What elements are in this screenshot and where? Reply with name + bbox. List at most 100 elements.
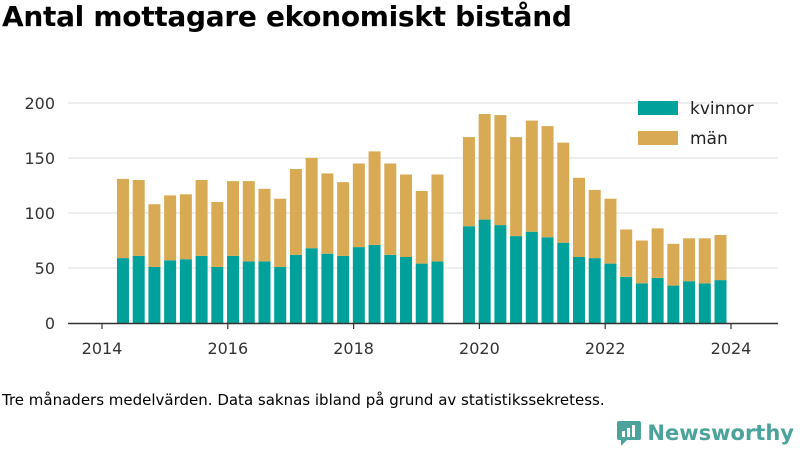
bar-kvinnor: [195, 255, 208, 323]
y-axis-ticks: 0 50 100 150 200: [24, 94, 55, 333]
bar-man: [635, 240, 648, 284]
bar-man: [337, 182, 350, 256]
bar-kvinnor: [525, 231, 538, 323]
x-tick-label: 2014: [82, 339, 123, 358]
bar-man: [462, 137, 475, 227]
bar-kvinnor: [258, 261, 271, 323]
bar-kvinnor: [384, 254, 397, 323]
footnote: Tre månaders medelvärden. Data saknas ib…: [2, 391, 605, 409]
legend: kvinnor män: [638, 99, 754, 149]
bar-man: [195, 180, 208, 256]
bar-man: [667, 243, 680, 286]
bars: [116, 114, 727, 323]
bar-kvinnor: [321, 253, 334, 323]
brand-logo[interactable]: Newsworthy: [616, 419, 794, 447]
bar-man: [588, 189, 601, 259]
x-axis-ticks: 2014 2016 2018 2020 2022 2024: [82, 323, 752, 358]
bar-man: [242, 181, 255, 262]
bar-man: [714, 235, 727, 281]
bar-kvinnor: [352, 247, 365, 323]
bar-kvinnor: [227, 255, 240, 323]
bar-kvinnor: [211, 266, 224, 323]
bar-kvinnor: [431, 261, 444, 323]
bar-kvinnor: [478, 219, 491, 323]
bar-kvinnor: [572, 257, 585, 323]
bar-man: [148, 204, 161, 267]
bar-man: [179, 194, 192, 260]
brand-name: Newsworthy: [647, 421, 794, 445]
bar-kvinnor: [415, 263, 428, 323]
x-tick-label: 2018: [333, 339, 374, 358]
bar-man: [683, 238, 696, 282]
newsworthy-logo-icon: [617, 421, 642, 446]
bar-man: [698, 238, 711, 284]
bar-man: [431, 174, 444, 262]
bar-man: [164, 195, 177, 261]
bar-kvinnor: [494, 225, 507, 323]
y-tick-label: 150: [24, 149, 55, 168]
x-tick-label: 2024: [711, 339, 752, 358]
bar-man: [557, 142, 570, 243]
x-tick-label: 2020: [459, 339, 500, 358]
bar-kvinnor: [337, 255, 350, 323]
bar-man: [305, 158, 318, 249]
bar-kvinnor: [604, 263, 617, 323]
x-tick-label: 2022: [585, 339, 626, 358]
bar-man: [510, 137, 523, 237]
bar-man: [651, 228, 664, 278]
bar-kvinnor: [368, 244, 381, 323]
bar-kvinnor: [289, 254, 302, 323]
legend-label: män: [690, 129, 728, 149]
bar-kvinnor: [588, 258, 601, 323]
bar-man: [116, 178, 129, 259]
bar-kvinnor: [116, 258, 129, 323]
x-tick-label: 2016: [207, 339, 248, 358]
bar-kvinnor: [714, 280, 727, 323]
bar-kvinnor: [557, 242, 570, 323]
bar-kvinnor: [132, 255, 145, 323]
bar-kvinnor: [541, 237, 554, 323]
bar-man: [132, 180, 145, 256]
bar-man: [258, 188, 271, 262]
bar-kvinnor: [635, 283, 648, 323]
chart-title: Antal mottagare ekonomiskt bistånd: [2, 0, 572, 33]
legend-swatch-kvinnor: [638, 101, 678, 115]
bar-kvinnor: [667, 285, 680, 323]
bar-man: [541, 126, 554, 238]
legend-swatch-man: [638, 131, 678, 145]
y-tick-label: 100: [24, 204, 55, 223]
y-tick-label: 0: [45, 314, 55, 333]
bar-kvinnor: [305, 248, 318, 323]
bar-man: [620, 229, 633, 277]
bar-man: [494, 115, 507, 226]
bar-man: [352, 163, 365, 248]
bar-man: [572, 177, 585, 257]
bar-kvinnor: [400, 257, 413, 323]
bar-kvinnor: [510, 236, 523, 323]
y-tick-label: 200: [24, 94, 55, 113]
bar-kvinnor: [620, 276, 633, 323]
bar-man: [289, 169, 302, 255]
bar-man: [227, 181, 240, 256]
bar-man: [384, 163, 397, 255]
bar-kvinnor: [274, 266, 287, 323]
bar-man: [400, 174, 413, 257]
bar-man: [415, 191, 428, 264]
bar-kvinnor: [179, 259, 192, 323]
bar-man: [478, 114, 491, 220]
bar-kvinnor: [242, 261, 255, 323]
bar-kvinnor: [698, 283, 711, 323]
bar-kvinnor: [164, 260, 177, 323]
legend-label: kvinnor: [690, 99, 754, 119]
bar-kvinnor: [651, 277, 664, 323]
bar-man: [525, 120, 538, 232]
bar-kvinnor: [148, 266, 161, 323]
bar-man: [604, 198, 617, 264]
bar-kvinnor: [683, 281, 696, 323]
bar-man: [211, 202, 224, 267]
bar-kvinnor: [462, 226, 475, 323]
y-tick-label: 50: [35, 259, 55, 278]
bar-man: [368, 151, 381, 245]
bar-man: [321, 173, 334, 254]
